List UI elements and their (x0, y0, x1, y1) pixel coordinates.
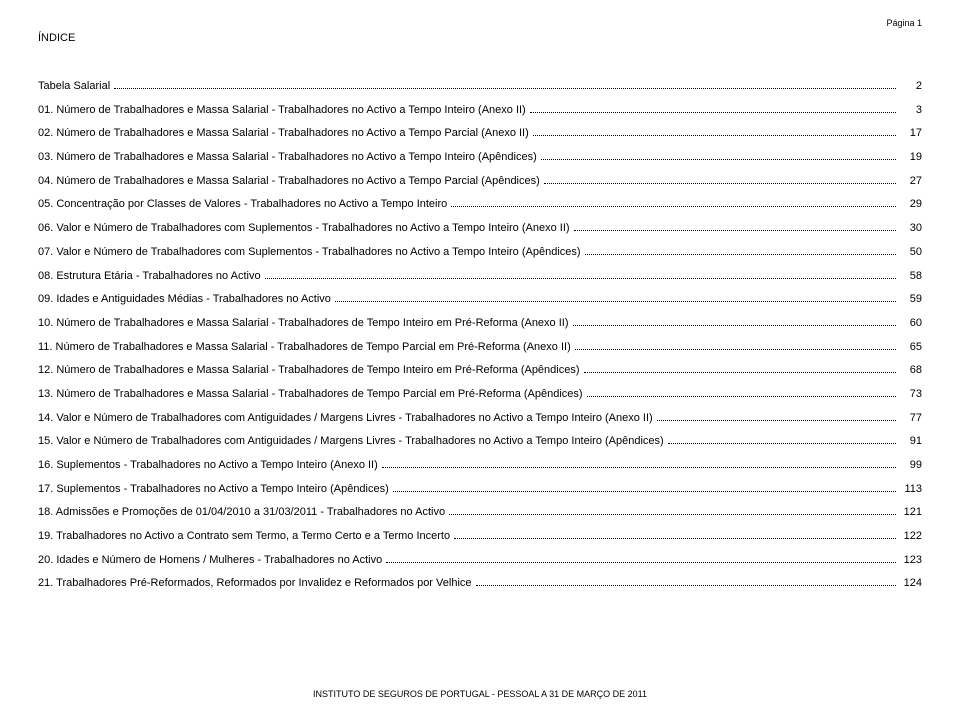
toc-entry-label[interactable]: 17. Suplementos - Trabalhadores no Activ… (38, 483, 389, 496)
toc-leader (114, 81, 896, 89)
toc-leader (265, 271, 896, 279)
toc-row: 06. Valor e Número de Trabalhadores com … (38, 222, 922, 235)
toc-entry-label[interactable]: 02. Número de Trabalhadores e Massa Sala… (38, 127, 529, 140)
toc-row: 13. Número de Trabalhadores e Massa Sala… (38, 388, 922, 401)
toc-entry-page[interactable]: 91 (900, 435, 922, 448)
toc-entry-label[interactable]: 12. Número de Trabalhadores e Massa Sala… (38, 364, 580, 377)
toc-entry-page[interactable]: 3 (900, 104, 922, 117)
toc-entry-label[interactable]: Tabela Salarial (38, 80, 110, 93)
toc-leader (541, 152, 896, 160)
toc-row: 10. Número de Trabalhadores e Massa Sala… (38, 317, 922, 330)
toc-leader (476, 579, 896, 587)
toc-row: Tabela Salarial 2 (38, 80, 922, 93)
toc-leader (449, 508, 896, 516)
document-page: Página 1 ÍNDICE Tabela Salarial 2 01. Núme… (0, 0, 960, 711)
page-number: Página 1 (38, 18, 922, 28)
toc-entry-label[interactable]: 10. Número de Trabalhadores e Massa Sala… (38, 317, 569, 330)
toc-entry-label[interactable]: 04. Número de Trabalhadores e Massa Sala… (38, 175, 540, 188)
toc-entry-page[interactable]: 50 (900, 246, 922, 259)
toc-row: 08. Estrutura Etária - Trabalhadores no … (38, 270, 922, 283)
toc-entry-label[interactable]: 15. Valor e Número de Trabalhadores com … (38, 435, 664, 448)
toc-entry-label[interactable]: 08. Estrutura Etária - Trabalhadores no … (38, 270, 261, 283)
toc-leader (575, 342, 896, 350)
footer-text: INSTITUTO DE SEGUROS DE PORTUGAL - PESSO… (0, 689, 960, 699)
toc-leader (393, 484, 896, 492)
toc-entry-page[interactable]: 17 (900, 127, 922, 140)
page-title: ÍNDICE (38, 32, 922, 44)
toc-row: 15. Valor e Número de Trabalhadores com … (38, 435, 922, 448)
toc-entry-page[interactable]: 121 (900, 506, 922, 519)
toc-row: 18. Admissões e Promoções de 01/04/2010 … (38, 506, 922, 519)
toc-entry-page[interactable]: 19 (900, 151, 922, 164)
toc-entry-page[interactable]: 68 (900, 364, 922, 377)
toc-entry-label[interactable]: 05. Concentração por Classes de Valores … (38, 198, 447, 211)
toc-entry-page[interactable]: 123 (900, 554, 922, 567)
toc-row: 19. Trabalhadores no Activo a Contrato s… (38, 530, 922, 543)
toc-leader (573, 318, 897, 326)
toc-leader (335, 295, 896, 303)
toc-row: 02. Número de Trabalhadores e Massa Sala… (38, 127, 922, 140)
toc-leader (668, 437, 896, 445)
toc-entry-label[interactable]: 13. Número de Trabalhadores e Massa Sala… (38, 388, 583, 401)
toc-entry-page[interactable]: 99 (900, 459, 922, 472)
toc-leader (382, 460, 896, 468)
table-of-contents: Tabela Salarial 2 01. Número de Trabalhado… (38, 80, 922, 591)
toc-row: 05. Concentração por Classes de Valores … (38, 198, 922, 211)
toc-leader (574, 224, 896, 232)
toc-entry-page[interactable]: 65 (900, 341, 922, 354)
toc-entry-label[interactable]: 21. Trabalhadores Pré-Reformados, Reform… (38, 577, 472, 590)
toc-leader (533, 129, 896, 137)
toc-row: 21. Trabalhadores Pré-Reformados, Reform… (38, 577, 922, 590)
toc-entry-page[interactable]: 30 (900, 222, 922, 235)
toc-row: 16. Suplementos - Trabalhadores no Activ… (38, 459, 922, 472)
toc-row: 07. Valor e Número de Trabalhadores com … (38, 246, 922, 259)
toc-entry-label[interactable]: 07. Valor e Número de Trabalhadores com … (38, 246, 581, 259)
toc-entry-page[interactable]: 73 (900, 388, 922, 401)
toc-row: 01. Número de Trabalhadores e Massa Sala… (38, 104, 922, 117)
toc-row: 04. Número de Trabalhadores e Massa Sala… (38, 175, 922, 188)
toc-row: 03. Número de Trabalhadores e Massa Sala… (38, 151, 922, 164)
toc-entry-page[interactable]: 27 (900, 175, 922, 188)
toc-entry-label[interactable]: 11. Número de Trabalhadores e Massa Sala… (38, 341, 571, 354)
toc-entry-label[interactable]: 18. Admissões e Promoções de 01/04/2010 … (38, 506, 445, 519)
toc-entry-label[interactable]: 16. Suplementos - Trabalhadores no Activ… (38, 459, 378, 472)
toc-entry-page[interactable]: 124 (900, 577, 922, 590)
toc-entry-label[interactable]: 03. Número de Trabalhadores e Massa Sala… (38, 151, 537, 164)
toc-entry-page[interactable]: 77 (900, 412, 922, 425)
toc-leader (584, 366, 896, 374)
toc-entry-page[interactable]: 59 (900, 293, 922, 306)
toc-row: 17. Suplementos - Trabalhadores no Activ… (38, 483, 922, 496)
toc-leader (544, 176, 896, 184)
toc-entry-label[interactable]: 09. Idades e Antiguidades Médias - Traba… (38, 293, 331, 306)
toc-row: 11. Número de Trabalhadores e Massa Sala… (38, 341, 922, 354)
toc-row: 12. Número de Trabalhadores e Massa Sala… (38, 364, 922, 377)
toc-leader (454, 531, 896, 539)
toc-row: 14. Valor e Número de Trabalhadores com … (38, 412, 922, 425)
toc-entry-page[interactable]: 2 (900, 80, 922, 93)
toc-leader (451, 200, 896, 208)
toc-entry-page[interactable]: 113 (900, 483, 922, 496)
toc-row: 09. Idades e Antiguidades Médias - Traba… (38, 293, 922, 306)
toc-entry-page[interactable]: 60 (900, 317, 922, 330)
toc-entry-label[interactable]: 06. Valor e Número de Trabalhadores com … (38, 222, 570, 235)
toc-leader (657, 413, 896, 421)
toc-entry-page[interactable]: 58 (900, 270, 922, 283)
toc-leader (585, 247, 896, 255)
toc-entry-label[interactable]: 01. Número de Trabalhadores e Massa Sala… (38, 104, 526, 117)
toc-leader (530, 105, 896, 113)
toc-entry-label[interactable]: 19. Trabalhadores no Activo a Contrato s… (38, 530, 450, 543)
toc-leader (587, 389, 896, 397)
toc-entry-page[interactable]: 122 (900, 530, 922, 543)
toc-entry-page[interactable]: 29 (900, 198, 922, 211)
toc-row: 20. Idades e Número de Homens / Mulheres… (38, 554, 922, 567)
toc-entry-label[interactable]: 14. Valor e Número de Trabalhadores com … (38, 412, 653, 425)
toc-entry-label[interactable]: 20. Idades e Número de Homens / Mulheres… (38, 554, 382, 567)
toc-leader (386, 555, 896, 563)
